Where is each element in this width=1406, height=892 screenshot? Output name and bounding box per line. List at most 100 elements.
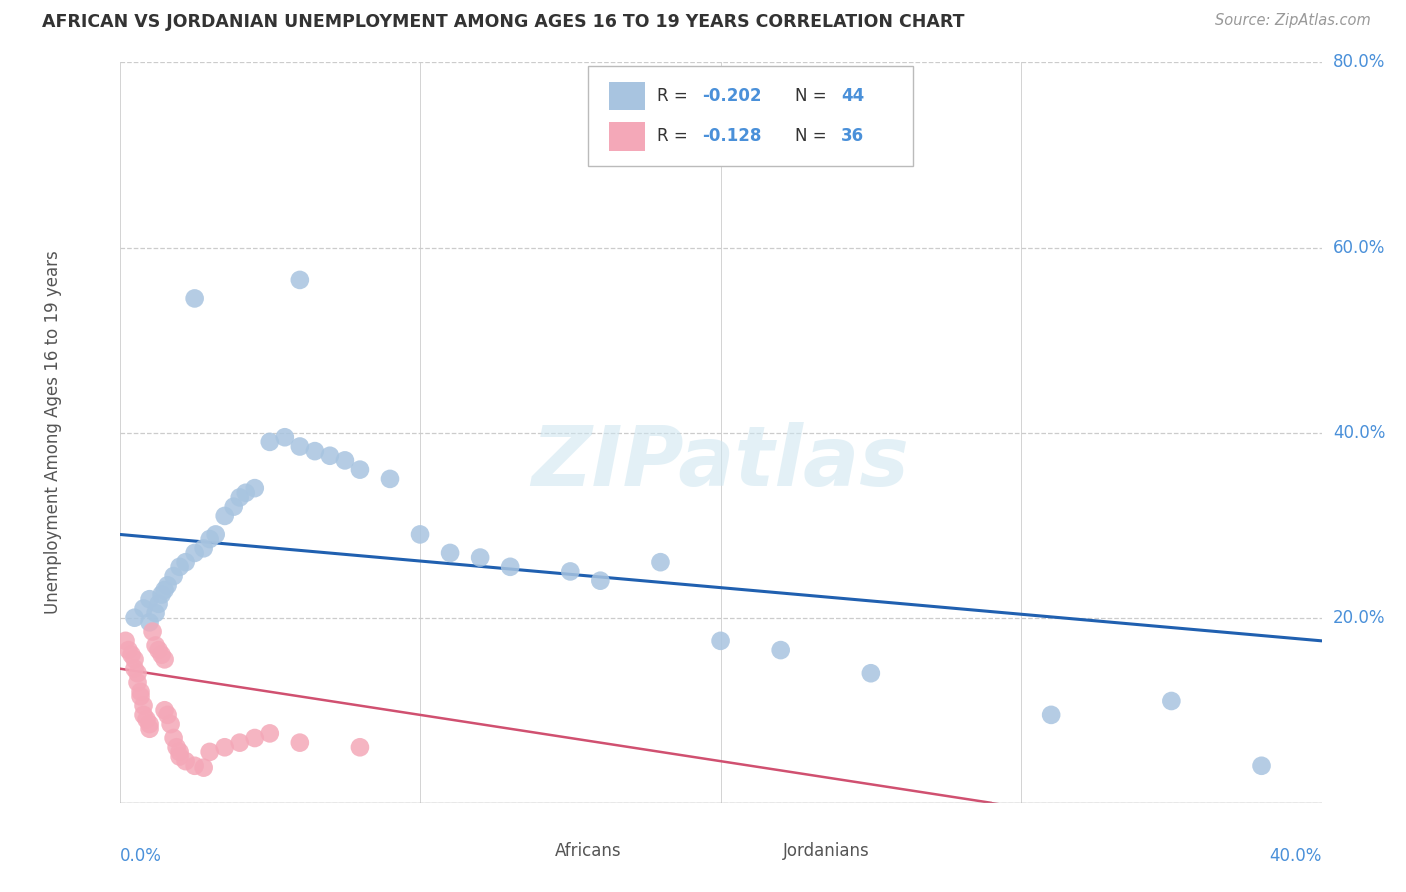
FancyBboxPatch shape (745, 838, 770, 863)
Text: 40.0%: 40.0% (1270, 847, 1322, 865)
Point (156, 707, 179, 722)
Point (166, 740, 188, 755)
Point (138, 615, 160, 630)
Point (228, 736, 252, 750)
Point (193, 541, 215, 556)
Point (243, 731, 266, 745)
Text: Africans: Africans (555, 842, 621, 860)
Point (148, 643, 170, 657)
Point (145, 606, 167, 620)
Point (150, 588, 173, 602)
Point (159, 717, 181, 731)
Point (769, 643, 792, 657)
Point (169, 745, 191, 759)
Point (150, 648, 173, 662)
Text: -0.128: -0.128 (703, 128, 762, 145)
Point (378, 472, 401, 486)
Text: AFRICAN VS JORDANIAN UNEMPLOYMENT AMONG AGES 16 TO 19 YEARS CORRELATION CHART: AFRICAN VS JORDANIAN UNEMPLOYMENT AMONG … (42, 13, 965, 31)
Point (198, 745, 221, 759)
Point (153, 582, 176, 597)
Point (124, 611, 146, 625)
Point (162, 731, 184, 745)
Point (468, 550, 492, 565)
Point (129, 685, 152, 699)
Text: R =: R = (657, 87, 693, 104)
Point (121, 648, 143, 662)
Point (222, 500, 245, 514)
FancyBboxPatch shape (588, 66, 912, 166)
Point (333, 453, 356, 467)
FancyBboxPatch shape (609, 122, 645, 151)
Point (859, 666, 882, 681)
Text: 0.0%: 0.0% (120, 847, 162, 865)
Point (145, 639, 167, 653)
Point (174, 555, 197, 569)
Point (169, 749, 191, 764)
Point (259, 434, 281, 449)
Point (259, 726, 281, 740)
Point (288, 440, 311, 454)
Text: ZIPatlas: ZIPatlas (531, 422, 910, 503)
Point (560, 565, 582, 579)
Point (129, 690, 152, 704)
Point (589, 574, 612, 588)
Text: N =: N = (796, 128, 832, 145)
Point (132, 707, 155, 722)
Text: Source: ZipAtlas.com: Source: ZipAtlas.com (1215, 13, 1371, 29)
Text: R =: R = (657, 128, 693, 145)
Point (214, 508, 236, 523)
Point (288, 736, 311, 750)
Point (214, 740, 236, 755)
Point (183, 546, 205, 560)
Text: Unemployment Among Ages 16 to 19 years: Unemployment Among Ages 16 to 19 years (45, 251, 62, 615)
Text: 80.0%: 80.0% (1333, 54, 1385, 71)
Point (138, 722, 160, 736)
Point (132, 698, 155, 713)
Point (132, 601, 155, 615)
Point (117, 643, 139, 657)
Point (288, 273, 311, 287)
Point (204, 527, 226, 541)
Point (243, 481, 266, 495)
Text: 20.0%: 20.0% (1333, 608, 1385, 627)
Text: 44: 44 (841, 87, 865, 104)
Point (169, 559, 191, 574)
Point (156, 578, 179, 592)
Point (1160, 694, 1182, 708)
Point (198, 532, 221, 546)
Point (439, 546, 461, 560)
Text: 60.0%: 60.0% (1333, 238, 1385, 257)
Point (135, 713, 157, 727)
Point (235, 485, 257, 500)
FancyBboxPatch shape (609, 82, 645, 110)
Point (153, 652, 176, 666)
Text: Jordanians: Jordanians (783, 842, 870, 860)
Text: 36: 36 (841, 128, 863, 145)
Point (153, 703, 176, 717)
Point (228, 491, 252, 505)
Point (114, 633, 136, 648)
Point (148, 597, 170, 611)
Point (409, 527, 432, 541)
Point (138, 717, 160, 731)
Point (1040, 707, 1063, 722)
Point (650, 555, 672, 569)
FancyBboxPatch shape (516, 838, 543, 863)
Point (138, 592, 160, 607)
Point (349, 740, 371, 755)
Point (304, 444, 326, 458)
Point (127, 675, 149, 690)
Point (183, 292, 205, 306)
Point (274, 430, 297, 444)
Text: -0.202: -0.202 (703, 87, 762, 104)
Point (162, 569, 184, 583)
Point (319, 449, 342, 463)
Text: 40.0%: 40.0% (1333, 424, 1385, 442)
Point (193, 761, 215, 775)
Point (349, 463, 371, 477)
Text: N =: N = (796, 87, 832, 104)
Point (499, 559, 522, 574)
Point (127, 666, 149, 681)
Point (709, 633, 731, 648)
Point (124, 652, 146, 666)
